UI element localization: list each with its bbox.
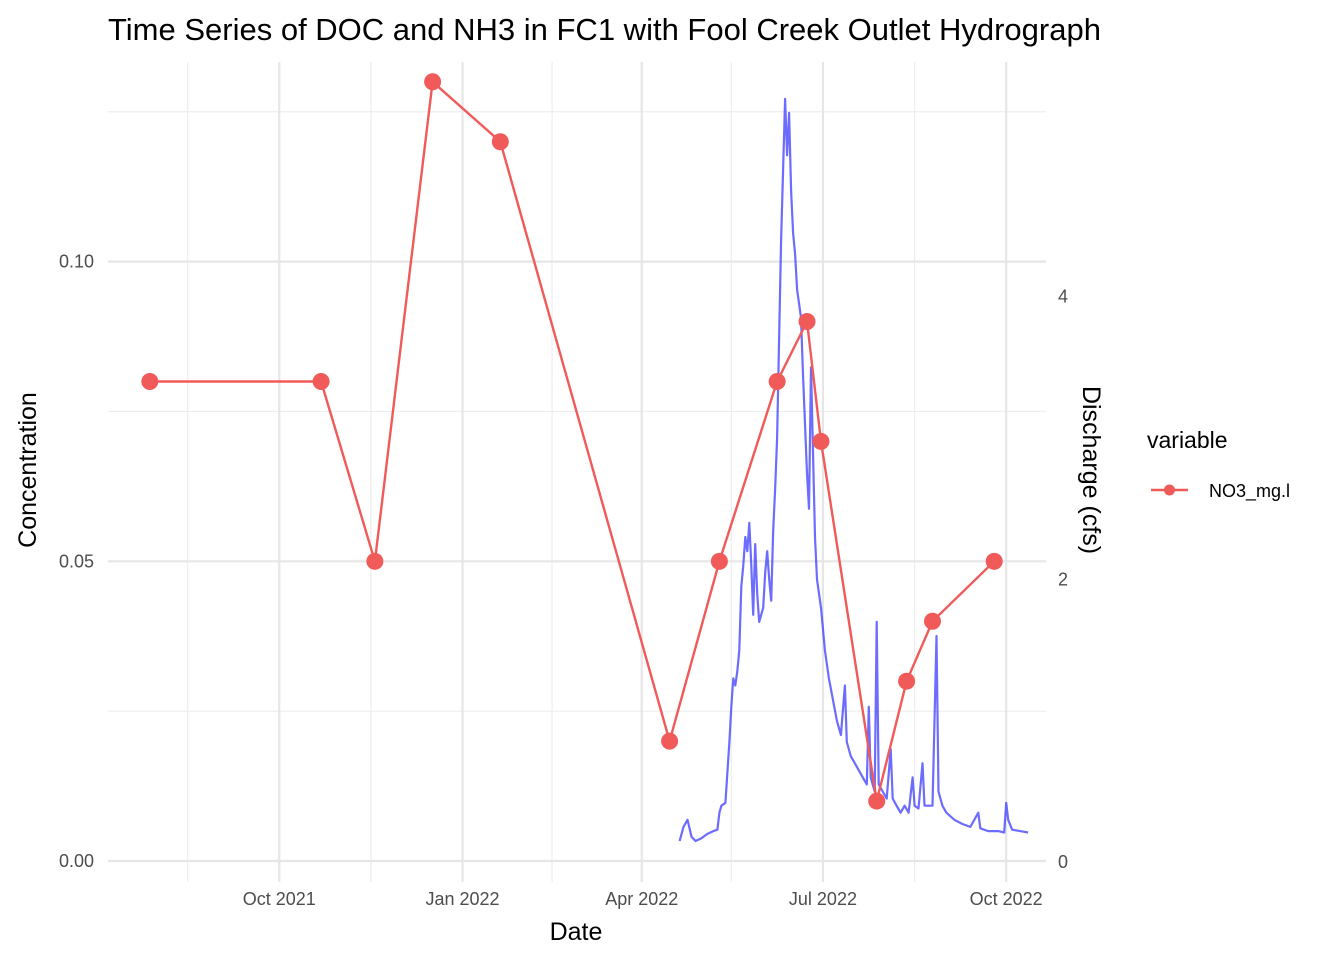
legend: variable NO3_mg.l [1147, 427, 1290, 502]
y2-tick-label: 4 [1058, 287, 1068, 307]
no3-point [923, 612, 941, 630]
no3-point [798, 313, 816, 331]
y2-tick-label: 2 [1058, 569, 1068, 589]
x-tick-label: Oct 2022 [970, 889, 1043, 909]
y2-tick-label: 0 [1058, 852, 1068, 872]
axes: Oct 2021 Jan 2022 Apr 2022 Jul 2022 Oct 2022… [59, 252, 1068, 909]
y2-axis-title: Discharge (cfs) [1077, 386, 1105, 554]
discharge-line [678, 97, 1029, 843]
x-tick-label: Jul 2022 [789, 889, 857, 909]
no3-line [149, 80, 996, 803]
grid [108, 62, 1046, 882]
no3-point [491, 133, 509, 151]
discharge-series [678, 97, 1029, 843]
no3-point [366, 552, 384, 570]
y-axis-title: Concentration [14, 392, 42, 548]
y-tick-label: 0.00 [59, 851, 94, 871]
no3-point [985, 552, 1003, 570]
no3-point [768, 372, 786, 390]
no3-point [312, 372, 330, 390]
x-tick-label: Apr 2022 [605, 889, 678, 909]
chart-title: Time Series of DOC and NH3 in FC1 with F… [108, 12, 1101, 47]
no3-point [661, 732, 679, 750]
y-tick-label: 0.10 [59, 252, 94, 272]
no3-point [710, 552, 728, 570]
no3-point [141, 372, 159, 390]
no3-point [424, 73, 442, 91]
x-tick-label: Oct 2021 [243, 889, 316, 909]
no3-point [868, 792, 886, 810]
x-tick-label: Jan 2022 [425, 889, 499, 909]
legend-title: variable [1147, 427, 1228, 453]
concentration-series [141, 73, 1003, 810]
legend-key-point [1164, 484, 1175, 496]
no3-point [812, 432, 830, 450]
y-tick-label: 0.05 [59, 551, 94, 571]
legend-label-no3: NO3_mg.l [1209, 481, 1290, 502]
no3-point [898, 672, 916, 690]
x-axis-title: Date [550, 918, 603, 946]
